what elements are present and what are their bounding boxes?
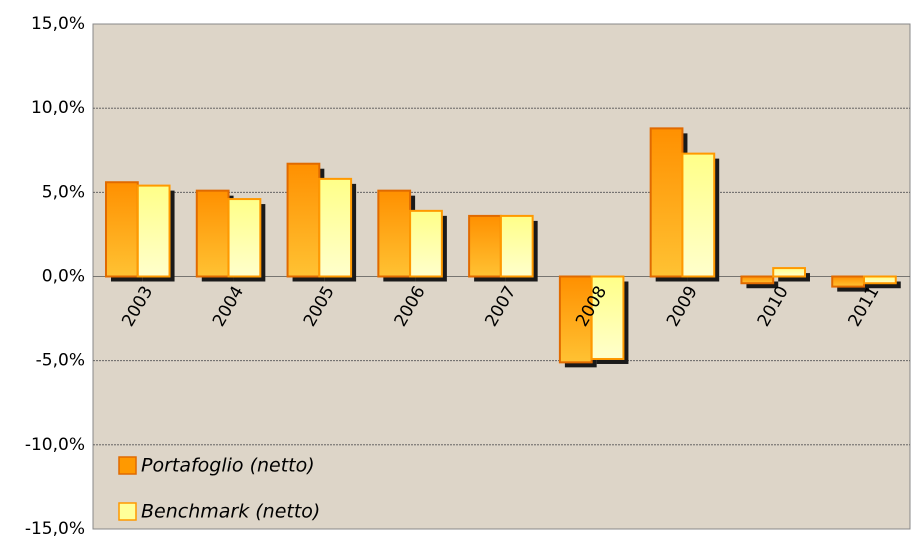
bar xyxy=(831,275,865,288)
bar xyxy=(740,275,775,285)
bar xyxy=(681,152,716,278)
bar xyxy=(649,127,684,278)
legend-swatch xyxy=(118,502,137,521)
bar xyxy=(558,275,593,364)
bar xyxy=(105,181,139,278)
bar xyxy=(409,209,443,278)
y-tick-label: 5,0% xyxy=(42,182,85,202)
y-tick-label: -5,0% xyxy=(36,351,85,371)
y-tick-label: -15,0% xyxy=(25,519,85,539)
y-tick-label: -10,0% xyxy=(25,435,85,455)
bar xyxy=(195,189,230,278)
bar xyxy=(590,275,625,360)
y-tick-label: 10,0% xyxy=(31,98,85,118)
bar xyxy=(136,184,171,278)
bar xyxy=(286,162,321,278)
legend-label: Portafoglio (netto) xyxy=(141,455,315,477)
bar xyxy=(772,267,806,278)
legend-label: Benchmark (netto) xyxy=(141,501,320,523)
bar xyxy=(862,275,897,285)
bar xyxy=(227,198,262,278)
y-tick-label: 0,0% xyxy=(42,267,85,287)
bar xyxy=(318,177,353,278)
legend-swatch xyxy=(118,456,137,475)
bar xyxy=(377,189,412,278)
bar-shadow xyxy=(746,281,779,289)
bar xyxy=(499,214,534,278)
y-tick-label: 15,0% xyxy=(31,14,85,34)
bar-shadow xyxy=(868,281,901,289)
bar xyxy=(468,214,502,278)
